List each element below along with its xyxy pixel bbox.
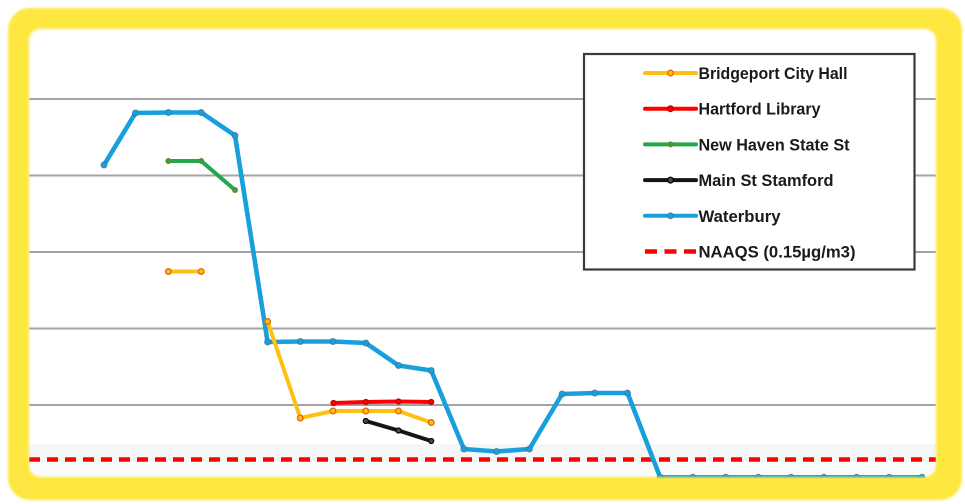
svg-text:Hartford Library: Hartford Library	[699, 100, 822, 119]
svg-text:New Haven State St: New Haven State St	[699, 135, 850, 154]
svg-text:Waterbury: Waterbury	[699, 207, 782, 226]
svg-text:Bridgeport City Hall: Bridgeport City Hall	[699, 64, 848, 83]
svg-text:Main St Stamford: Main St Stamford	[699, 171, 834, 190]
svg-text:NAAQS (0.15µg/m3): NAAQS (0.15µg/m3)	[699, 243, 856, 262]
